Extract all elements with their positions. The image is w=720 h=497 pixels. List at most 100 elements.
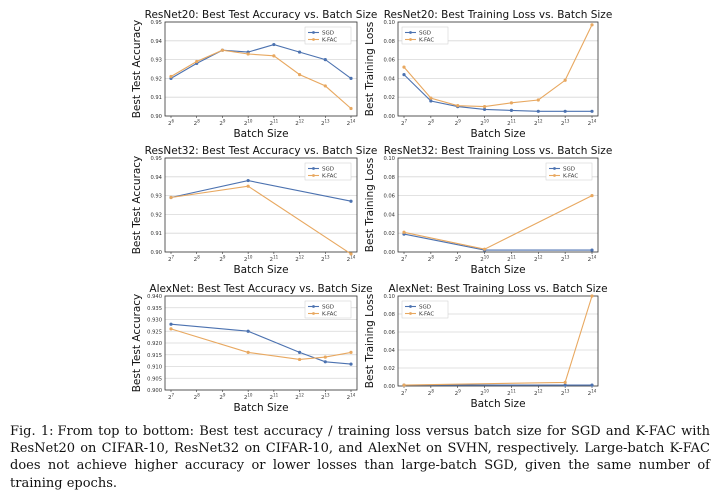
- data-point-sgd: [563, 109, 567, 113]
- x-axis-label: Batch Size: [233, 402, 288, 414]
- data-point-sgd: [349, 362, 353, 366]
- legend-marker: [553, 174, 556, 177]
- x-tick-label: 213: [321, 255, 330, 264]
- chart-panel-3: ResNet32: Best Test Accuracy vs. Batch S…: [131, 145, 377, 276]
- chart-title: AlexNet: Best Test Accuracy vs. Batch Si…: [149, 283, 372, 295]
- caption-label: Fig. 1:: [10, 424, 54, 439]
- x-tick-label: 29: [219, 119, 226, 128]
- y-tick-label: 0.91: [150, 231, 162, 237]
- data-point-k-fac: [402, 383, 406, 387]
- legend-label: SGD: [563, 167, 575, 173]
- plot-frame: [397, 295, 599, 387]
- chart-panel-4: ResNet32: Best Training Loss vs. Batch S…: [364, 145, 612, 276]
- x-tick-label: 212: [295, 119, 304, 128]
- y-tick-label: 0.00: [383, 384, 395, 390]
- x-tick-label: 27: [401, 119, 408, 128]
- data-point-k-fac: [349, 252, 353, 256]
- x-tick-label: 26: [168, 119, 175, 128]
- x-tick-label: 211: [270, 393, 279, 402]
- data-point-k-fac: [246, 184, 250, 188]
- series-line-k-fac: [403, 195, 593, 250]
- x-tick-label: 211: [270, 255, 279, 264]
- x-axis-label: Batch Size: [470, 264, 525, 276]
- data-point-k-fac: [246, 350, 250, 354]
- x-tick-label: 213: [561, 389, 570, 398]
- x-tick-label: 213: [321, 119, 330, 128]
- legend-marker: [312, 38, 315, 41]
- y-tick-label: 0.910: [147, 365, 162, 371]
- legend-marker: [553, 167, 556, 170]
- x-tick-label: 29: [455, 389, 462, 398]
- legend-marker: [312, 174, 315, 177]
- plot-frame: [164, 157, 358, 253]
- y-tick-label: 0.925: [147, 329, 162, 335]
- y-tick-label: 0.00: [383, 114, 395, 120]
- chart-panel-5: AlexNet: Best Test Accuracy vs. Batch Si…: [131, 283, 373, 414]
- y-tick-label: 0.04: [383, 76, 395, 82]
- data-point-k-fac: [563, 380, 567, 384]
- y-tick-label: 0.10: [383, 294, 395, 300]
- x-tick-label: 213: [561, 119, 570, 128]
- data-point-k-fac: [402, 230, 406, 234]
- legend-marker: [409, 38, 412, 41]
- figure-caption: Fig. 1: From top to bottom: Best test acc…: [10, 423, 710, 492]
- x-tick-label: 28: [428, 389, 435, 398]
- y-tick-label: 0.905: [147, 376, 162, 382]
- data-point-k-fac: [169, 74, 173, 79]
- x-tick-label: 212: [295, 393, 304, 402]
- y-axis-label: Best Test Accuracy: [131, 294, 143, 393]
- x-tick-label: 28: [428, 255, 435, 264]
- data-point-sgd: [297, 350, 302, 354]
- y-tick-label: 0.930: [147, 318, 162, 324]
- data-point-sgd: [536, 109, 540, 113]
- x-tick-label: 211: [507, 119, 516, 128]
- x-tick-label: 214: [588, 119, 597, 128]
- data-point-k-fac: [297, 73, 302, 77]
- x-tick-label: 27: [401, 389, 408, 398]
- data-point-sgd: [297, 50, 302, 54]
- x-tick-label: 212: [295, 255, 304, 264]
- plot-frame: [164, 295, 358, 391]
- series-line-k-fac: [403, 24, 593, 108]
- x-tick-label: 29: [455, 119, 462, 128]
- legend-label: K-FAC: [322, 174, 337, 180]
- data-point-sgd: [563, 383, 567, 387]
- x-tick-label: 211: [507, 389, 516, 398]
- data-point-k-fac: [536, 98, 540, 102]
- data-point-k-fac: [482, 247, 487, 251]
- data-point-sgd: [429, 99, 433, 103]
- data-point-k-fac: [169, 195, 173, 200]
- y-tick-label: 0.02: [383, 366, 395, 372]
- y-axis-label: Best Test Accuracy: [131, 20, 143, 119]
- x-tick-label: 29: [219, 255, 226, 264]
- y-tick-label: 0.920: [147, 341, 162, 347]
- y-tick-label: 0.95: [150, 20, 162, 26]
- series-line-sgd: [170, 180, 352, 202]
- data-point-sgd: [402, 73, 406, 77]
- x-tick-label: 27: [168, 255, 175, 264]
- chart-title: ResNet20: Best Test Accuracy vs. Batch S…: [145, 9, 378, 21]
- y-tick-label: 0.90: [150, 114, 162, 120]
- y-tick-label: 0.00: [383, 250, 395, 256]
- data-point-k-fac: [349, 350, 353, 354]
- data-point-k-fac: [429, 96, 433, 100]
- y-tick-label: 0.92: [150, 76, 162, 82]
- y-tick-label: 0.93: [150, 194, 162, 200]
- chart-title: ResNet32: Best Test Accuracy vs. Batch S…: [145, 145, 378, 157]
- legend-label: SGD: [322, 31, 334, 37]
- data-point-sgd: [349, 199, 353, 203]
- x-tick-label: 29: [219, 393, 226, 402]
- x-tick-label: 210: [244, 393, 253, 402]
- series-line-sgd: [403, 74, 592, 112]
- data-point-sgd: [246, 178, 250, 183]
- y-tick-label: 0.02: [383, 231, 395, 237]
- data-point-k-fac: [323, 84, 327, 88]
- x-tick-label: 211: [270, 119, 279, 128]
- x-tick-label: 210: [480, 119, 489, 128]
- legend-marker: [409, 305, 412, 308]
- x-tick-label: 212: [534, 389, 543, 398]
- data-point-sgd: [509, 108, 514, 112]
- y-tick-label: 0.90: [150, 250, 162, 256]
- plot-frame: [397, 21, 599, 117]
